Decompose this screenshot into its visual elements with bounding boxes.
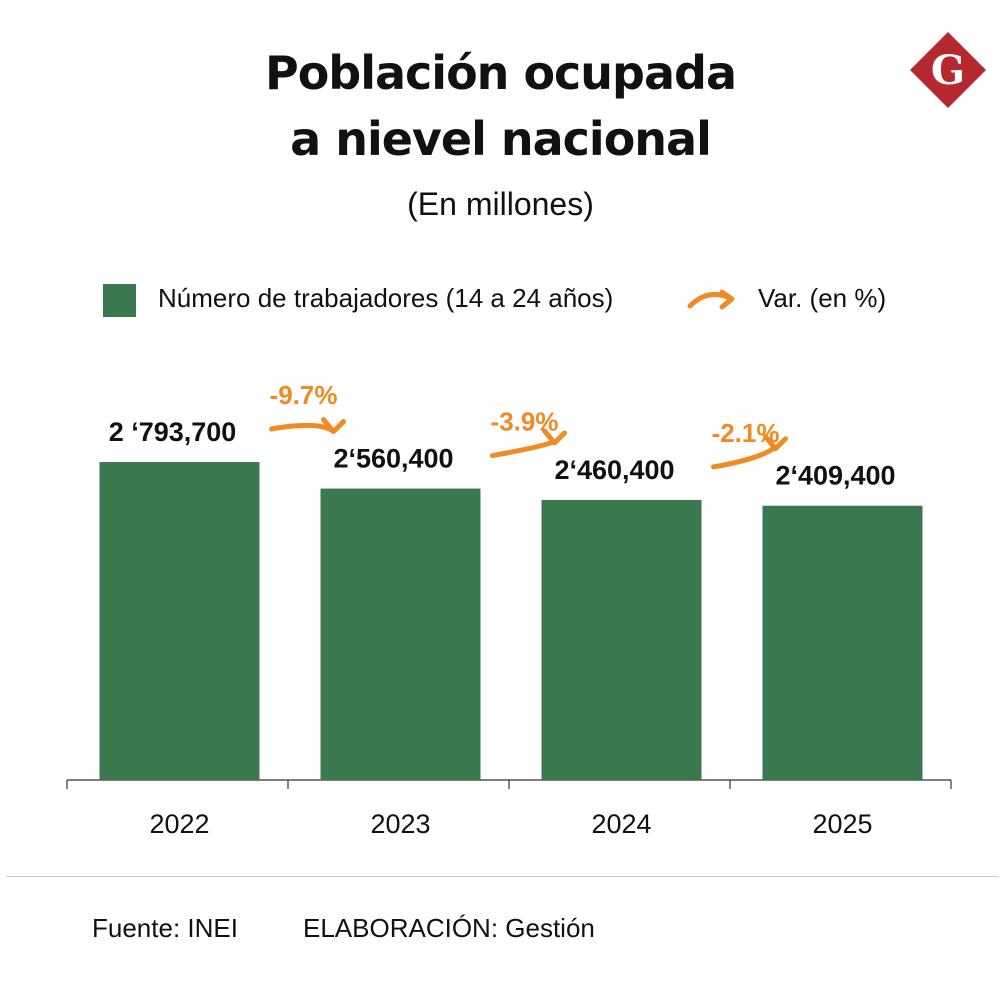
variation-label: -2.1% — [712, 418, 780, 448]
legend-bars-label: Número de trabajadores (14 a 24 años) — [158, 283, 614, 313]
legend-variation-label: Var. (en %) — [758, 283, 887, 313]
value-label: 2‘460,400 — [554, 455, 674, 485]
source-text: Fuente: INEI — [92, 913, 238, 943]
title-line-2: a nievel nacional — [290, 112, 712, 166]
x-tick-label: 2024 — [591, 809, 651, 839]
x-tick-label: 2023 — [370, 809, 430, 839]
bar-2024 — [541, 499, 702, 780]
value-label: 2‘409,400 — [775, 461, 895, 491]
legend-square-icon — [103, 284, 136, 317]
variation-label: -9.7% — [270, 380, 338, 410]
variation-arrow-head — [763, 434, 788, 452]
variation-arrow — [711, 445, 777, 470]
bar-chart: 2 ‘793,700 2022 2‘560,400 2023 2‘460,400 2024… — [66, 380, 952, 839]
curved-arrow-icon — [687, 289, 735, 310]
x-tick-label: 2025 — [812, 809, 872, 839]
title-line-1: Población ocupada — [264, 46, 737, 100]
variation-arrow — [269, 422, 335, 434]
value-label: 2‘560,400 — [333, 444, 453, 474]
variation-arrow-head — [542, 428, 567, 446]
chart-title: Población ocupada a nievel nacional — [0, 40, 1001, 172]
variation-arrow — [490, 439, 556, 459]
x-tick-label: 2022 — [149, 809, 209, 839]
chart-subtitle: (En millones) — [407, 186, 594, 222]
logo-letter: G — [931, 47, 965, 94]
value-label: 2 ‘793,700 — [109, 417, 237, 447]
variation-label: -3.9% — [491, 407, 559, 437]
variation-arrow-head — [321, 417, 346, 435]
bar-2022 — [99, 462, 260, 780]
footer-divider — [6, 876, 999, 877]
logo-diamond-icon: G — [910, 32, 986, 108]
credit-text: ELABORACIÓN: Gestión — [303, 913, 595, 943]
bar-2025 — [762, 505, 923, 780]
bar-2023 — [320, 488, 481, 780]
